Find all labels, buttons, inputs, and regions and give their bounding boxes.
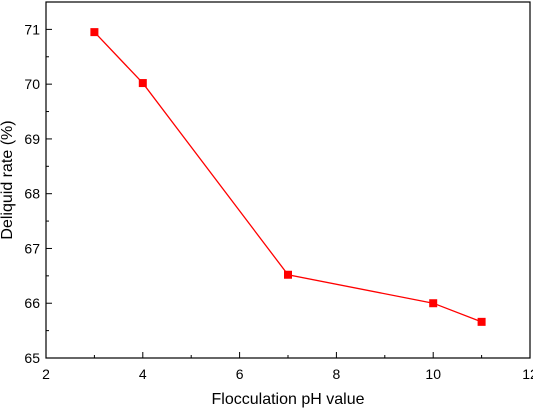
- x-tick-label: 2: [42, 366, 50, 382]
- y-tick-label: 67: [24, 240, 40, 256]
- series-layer: [90, 28, 486, 326]
- x-axis-label: Flocculation pH value: [212, 391, 365, 408]
- data-point-marker: [477, 317, 486, 326]
- y-axis-label: Deliquid rate (%): [0, 120, 16, 239]
- data-point-marker: [138, 79, 147, 88]
- y-tick-label: 71: [24, 21, 40, 37]
- x-tick-label: 12: [522, 366, 533, 382]
- ticks-layer: 2468101265666768697071: [24, 21, 533, 382]
- x-tick-label: 10: [425, 366, 441, 382]
- x-tick-label: 4: [139, 366, 147, 382]
- x-tick-label: 8: [333, 366, 341, 382]
- data-point-marker: [284, 270, 292, 279]
- y-tick-label: 68: [24, 186, 40, 202]
- x-tick-label: 6: [236, 366, 244, 382]
- y-tick-label: 69: [24, 131, 40, 147]
- y-tick-label: 70: [24, 76, 40, 92]
- data-point-marker: [429, 299, 438, 308]
- data-point-marker: [90, 28, 99, 37]
- plot-frame: [45, 1, 531, 359]
- y-tick-label: 66: [24, 295, 40, 311]
- y-tick-label: 65: [24, 350, 40, 366]
